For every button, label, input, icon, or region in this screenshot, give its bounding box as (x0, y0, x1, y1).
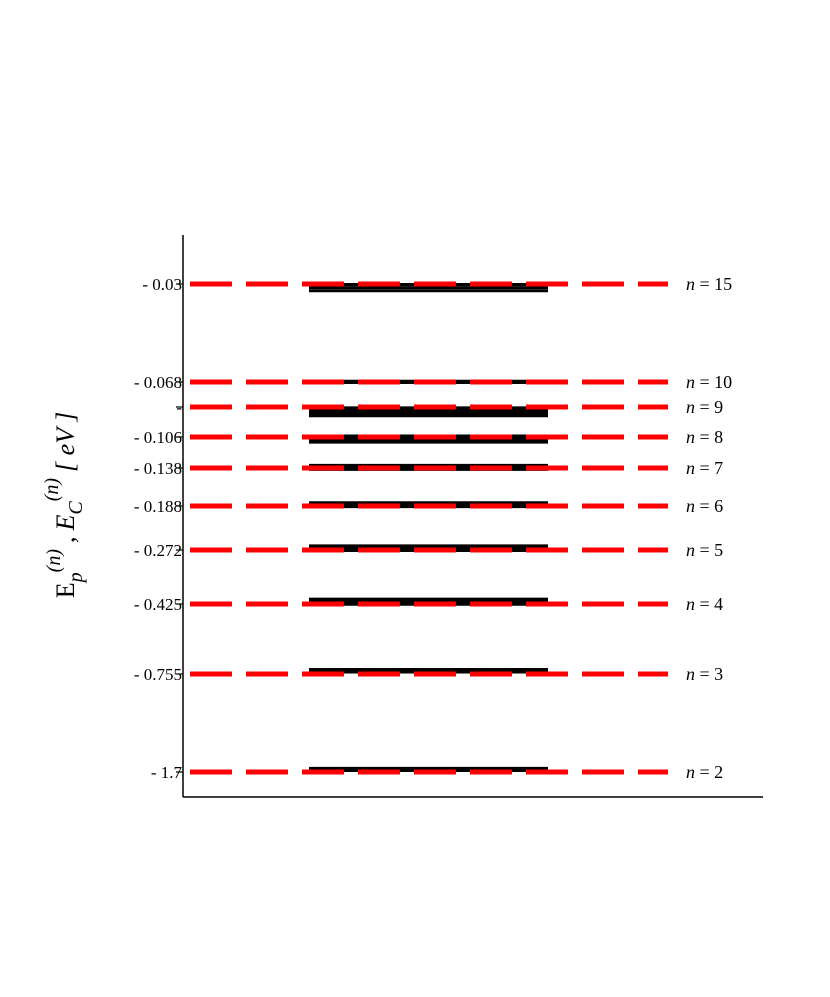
n-label-10: n = 10 (686, 372, 732, 392)
n-label-4: n = 4 (686, 594, 723, 614)
ylabel-sup-2: (n) (41, 478, 63, 502)
y-tick-label-n9: - (176, 398, 182, 417)
n-label-2: n = 2 (686, 762, 723, 782)
ylabel-unit: [ eV ] (51, 412, 80, 472)
n-label-8: n = 8 (686, 427, 723, 447)
ylabel-sup-1: (n) (43, 549, 65, 573)
ylabel-separator: , (51, 537, 80, 544)
y-tick-label-n3: - 0.755 (134, 665, 182, 684)
y-tick-label-n2: - 1.7 (151, 763, 183, 782)
n-label-3: n = 3 (686, 664, 723, 684)
y-tick-label-n4: - 0.425 (134, 595, 182, 614)
ylabel-symbol-2: E (51, 515, 80, 532)
y-tick-label-n15: - 0.03 (142, 275, 182, 294)
ylabel-sub-2: C (65, 501, 87, 515)
n-label-7: n = 7 (686, 458, 723, 478)
axes (182, 235, 763, 798)
n-labels-layer: n = 2 n = 3 n = 4 n = 5 n = 6 n = 7 n = 8 n = 9… (686, 274, 732, 782)
n-label-9: n = 9 (686, 397, 723, 417)
y-tick-label-n6: - 0.188 (134, 497, 182, 516)
y-ticks-layer: - 1.7 - 0.755 - 0.425 - 0.272 - 0.188 - 0.138… (134, 275, 183, 782)
ylabel-symbol-1: E (51, 582, 80, 598)
ylabel-sub-1: p (65, 572, 87, 584)
y-axis-label: Ep(n),EC(n)[ eV ] (41, 412, 87, 598)
y-tick-label-n7: - 0.138 (134, 459, 182, 478)
y-tick-label-n10: - 0.068 (134, 373, 182, 392)
n-label-5: n = 5 (686, 540, 723, 560)
y-tick-label-n8: - 0.106 (134, 428, 182, 447)
n-label-15: n = 15 (686, 274, 732, 294)
svg-text:Ep(n),EC(n)[ eV ]: Ep(n),EC(n)[ eV ] (41, 412, 87, 598)
black-levels-layer (309, 283, 548, 772)
y-tick-label-n5: - 0.272 (134, 541, 182, 560)
red-levels-layer (190, 281, 668, 775)
n-label-6: n = 6 (686, 496, 723, 516)
